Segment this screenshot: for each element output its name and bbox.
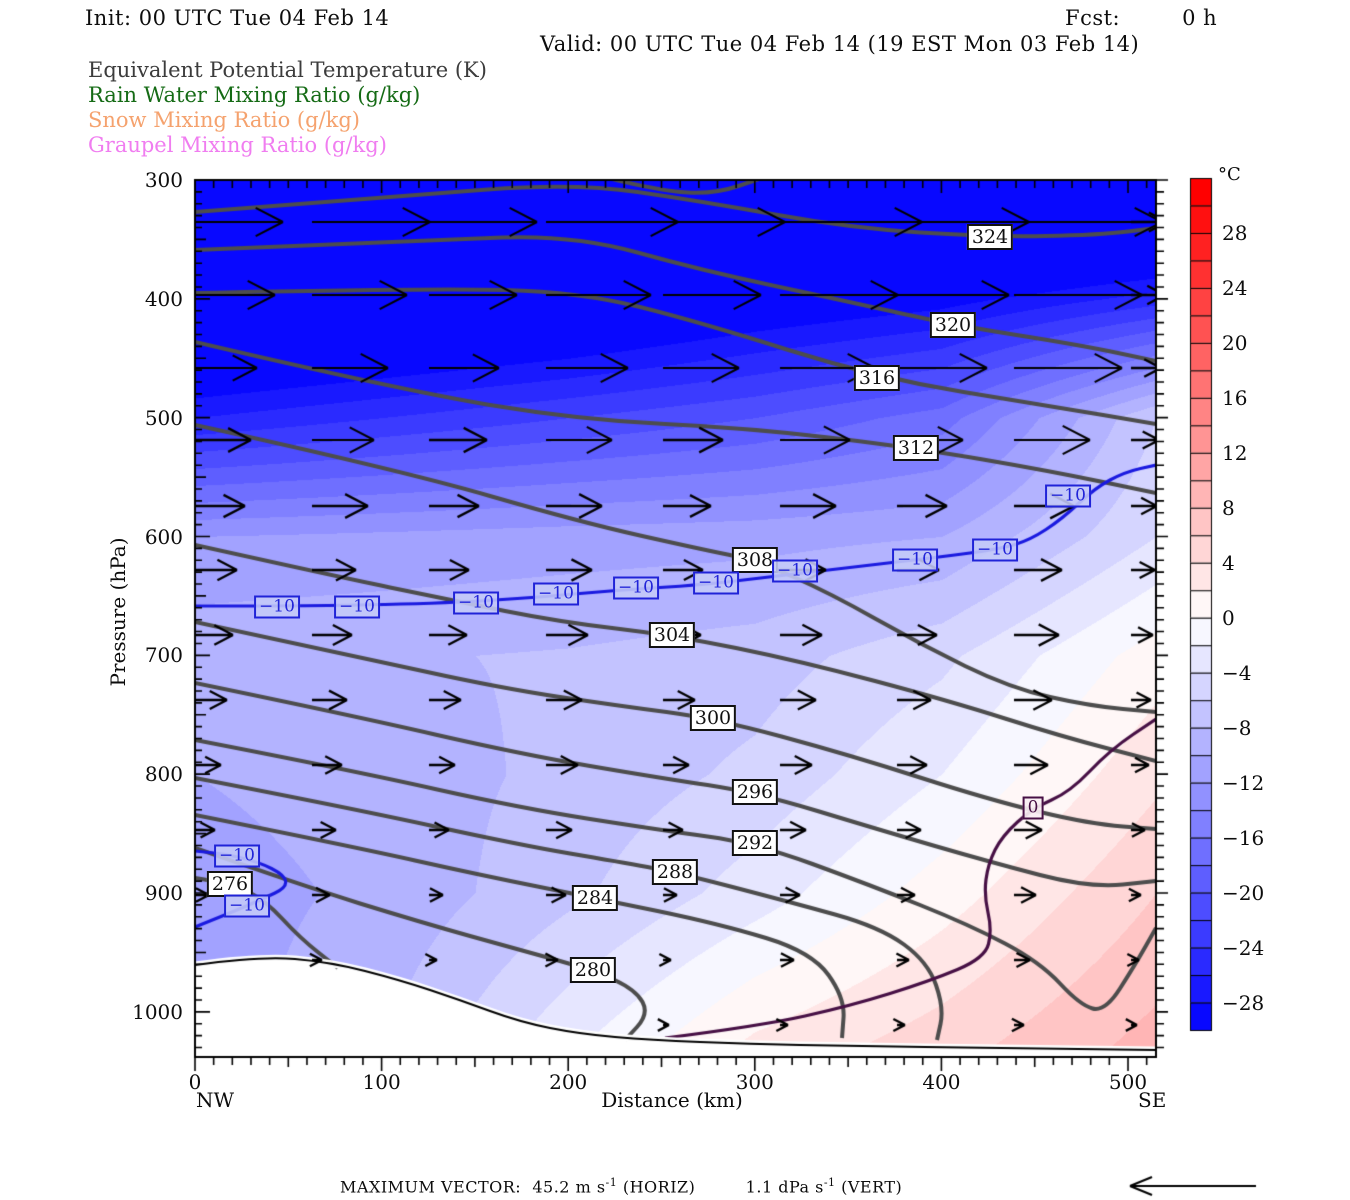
init-time: Init: 00 UTC Tue 04 Feb 14 (85, 6, 390, 30)
thetae-contour-label: 312 (892, 435, 940, 461)
legend-graupel: Graupel Mixing Ratio (g/kg) (88, 133, 387, 157)
colorbar-tick-label: −4 (1222, 660, 1252, 685)
legend-theta-e: Equivalent Potential Temperature (K) (88, 58, 487, 82)
thetae-contour-label: 324 (966, 224, 1014, 250)
isotherm-label: −10 (334, 595, 380, 619)
valid-time: Valid: 00 UTC Tue 04 Feb 14 (19 EST Mon … (540, 32, 1140, 56)
isotherm-label: −10 (693, 571, 739, 595)
thetae-contour-label: 292 (731, 830, 779, 856)
y-tick-label: 300 (144, 168, 183, 192)
x-tick-label: 200 (549, 1070, 588, 1094)
x-axis-left-end: NW (196, 1088, 235, 1112)
x-tick-label: 0 (188, 1070, 202, 1094)
colorbar-tick-label: 0 (1222, 605, 1235, 630)
x-tick-label: 300 (735, 1070, 774, 1094)
colorbar-tick-label: −16 (1222, 825, 1265, 850)
legend-snow: Snow Mixing Ratio (g/kg) (88, 108, 360, 132)
forecast-hour: Fcst: 0 h (1065, 6, 1217, 30)
x-tick-label: 500 (1108, 1070, 1148, 1094)
colorbar-tick-label: 20 (1222, 330, 1248, 355)
colorbar-tick-label: −12 (1222, 770, 1265, 795)
isotherm-label: −10 (214, 844, 260, 868)
isotherm-label: −10 (254, 595, 300, 619)
forecast-value: 0 h (1182, 6, 1218, 30)
y-tick-label: 1000 (132, 999, 183, 1024)
colorbar-tick-label: 16 (1222, 385, 1248, 410)
isotherm-label: −10 (1045, 484, 1091, 508)
colorbar-tick-label: −8 (1222, 715, 1252, 740)
colorbar-unit: °C (1218, 164, 1241, 185)
legend-rain: Rain Water Mixing Ratio (g/kg) (88, 83, 421, 107)
x-tick-label: 400 (922, 1070, 961, 1094)
isotherm-label: −10 (892, 548, 938, 572)
thetae-contour-label: 320 (929, 312, 977, 338)
y-tick-label: 400 (144, 286, 183, 311)
thetae-contour-label: 276 (206, 871, 254, 897)
x-axis-right-end: SE (1138, 1088, 1167, 1112)
thetae-contour-label: 280 (569, 957, 617, 983)
colorbar-tick-label: 12 (1222, 440, 1248, 465)
thetae-contour-label: 288 (651, 859, 699, 885)
x-tick-label: 100 (362, 1070, 401, 1094)
thetae-contour-label: 284 (571, 885, 619, 911)
thetae-contour-label: 296 (731, 779, 779, 805)
isotherm-label: −10 (224, 894, 270, 918)
isotherm-label: 0 (1022, 796, 1044, 820)
colorbar-tick-label: −28 (1222, 990, 1265, 1015)
thetae-contour-label: 316 (853, 365, 901, 391)
colorbar-tick-label: −24 (1222, 935, 1265, 960)
isotherm-label: −10 (613, 576, 659, 600)
isotherm-label: −10 (453, 591, 499, 615)
y-tick-label: 600 (144, 524, 183, 549)
y-axis-title: Pressure (hPa) (106, 537, 130, 687)
colorbar-tick-label: −20 (1222, 880, 1265, 905)
x-axis-title: Distance (km) (601, 1088, 743, 1112)
colorbar-tick-label: 28 (1222, 220, 1248, 245)
isotherm-label: −10 (972, 538, 1018, 562)
y-tick-label: 900 (144, 881, 183, 905)
y-tick-label: 800 (144, 762, 183, 787)
thetae-contour-label: 304 (648, 622, 696, 648)
max-vector-caption: MAXIMUM VECTOR: 45.2 m s-1 (HORIZ) 1.1 d… (340, 1176, 903, 1197)
thetae-contour-label: 300 (689, 705, 737, 731)
y-tick-label: 700 (144, 643, 183, 668)
colorbar-tick-label: 4 (1222, 550, 1235, 575)
isotherm-label: −10 (533, 582, 579, 606)
y-tick-label: 500 (144, 405, 183, 430)
colorbar-tick-label: 8 (1222, 495, 1235, 520)
isotherm-label: −10 (772, 559, 818, 583)
colorbar-tick-label: 24 (1222, 275, 1248, 300)
forecast-label: Fcst: (1065, 6, 1121, 30)
